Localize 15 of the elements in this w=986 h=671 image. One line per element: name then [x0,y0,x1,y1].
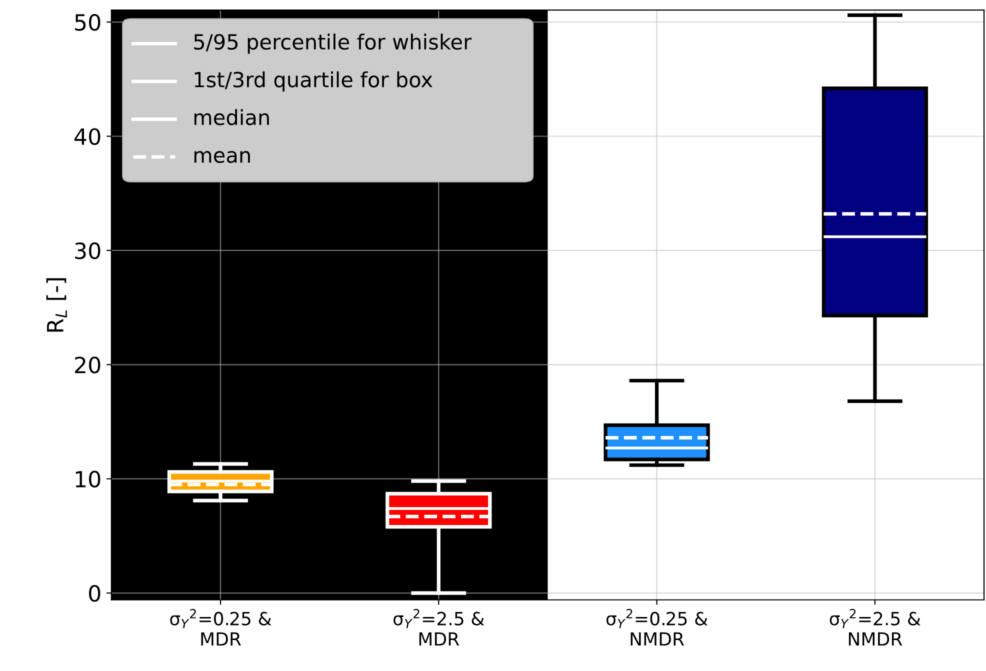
y-tick-label: 40 [74,128,100,146]
y-tick-label: 10 [76,470,100,488]
y-tick-label: 20 [75,356,100,374]
y-axis-title: R$_{L}$ [-] [46,278,67,332]
annotation: mean [194,151,250,163]
y-tick-label: 0 [89,584,100,602]
annotation: 5/95 percentile for whisker [194,34,472,54]
x-tick-label: σ$_{Y}$$^{2}$=2.5 & MDR [394,608,484,646]
x-tick-label: σ$_{Y}$$^{2}$=0.25 & MDR [170,608,272,646]
annotation: 1st/3rd quartile for box [194,71,432,92]
x-tick-label: σ$_{Y}$$^{2}$=0.25 & NMDR [606,608,708,646]
x-tick-label: σ$_{Y}$$^{2}$=2.5 & NMDR [830,608,920,646]
y-tick-label: 30 [75,242,100,260]
annotation: median [194,109,269,126]
y-tick-label: 50 [75,14,100,31]
